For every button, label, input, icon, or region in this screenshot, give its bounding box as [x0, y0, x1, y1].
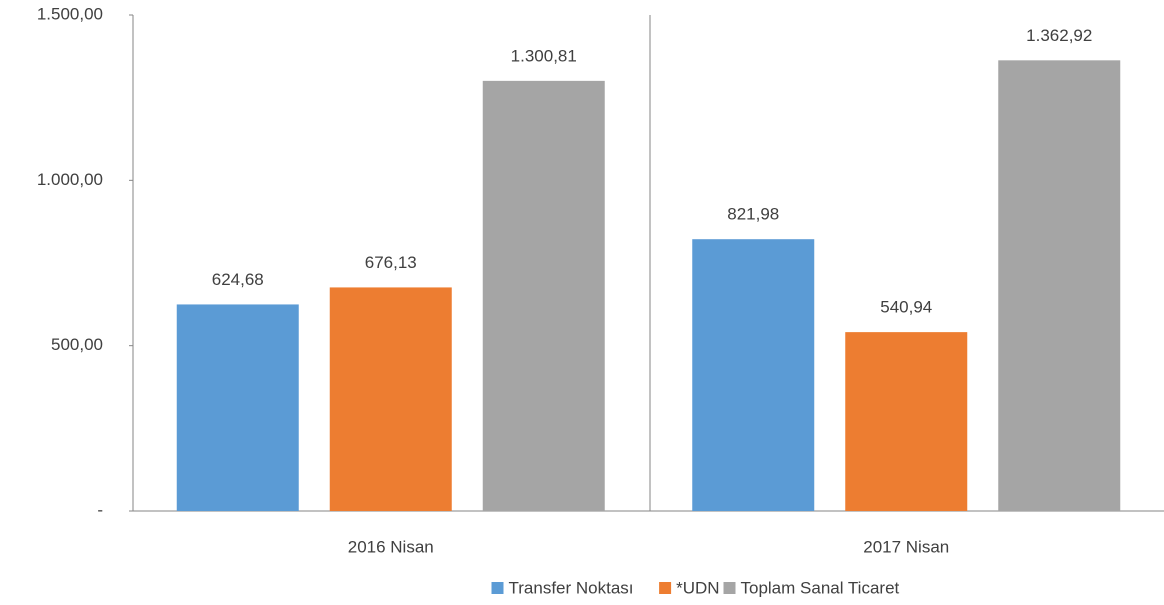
- legend-swatch: [659, 582, 672, 594]
- legend-label: *UDN: [676, 578, 719, 597]
- bar: [845, 332, 968, 511]
- data-label: 1.300,81: [511, 46, 577, 65]
- data-label: 821,98: [727, 205, 779, 224]
- y-tick-label: 1.500,00: [37, 4, 103, 23]
- data-label: 1.362,92: [1026, 26, 1092, 45]
- bar: [176, 304, 299, 511]
- data-label: 676,13: [365, 253, 417, 272]
- data-label: 624,68: [212, 270, 264, 289]
- x-tick-label: 2017 Nisan: [863, 537, 949, 556]
- y-tick-label: 500,00: [51, 335, 103, 354]
- y-tick-label: -: [97, 500, 103, 519]
- bar: [998, 60, 1121, 511]
- bar: [692, 239, 815, 511]
- x-tick-label: 2016 Nisan: [348, 537, 434, 556]
- bar: [482, 80, 605, 512]
- legend-label: Toplam Sanal Ticaret: [741, 578, 900, 597]
- legend-swatch: [491, 582, 504, 594]
- legend-label: Transfer Noktası: [509, 578, 634, 597]
- data-label: 540,94: [880, 298, 932, 317]
- y-tick-label: 1.000,00: [37, 170, 103, 189]
- bar: [329, 287, 452, 511]
- legend-swatch: [723, 582, 736, 594]
